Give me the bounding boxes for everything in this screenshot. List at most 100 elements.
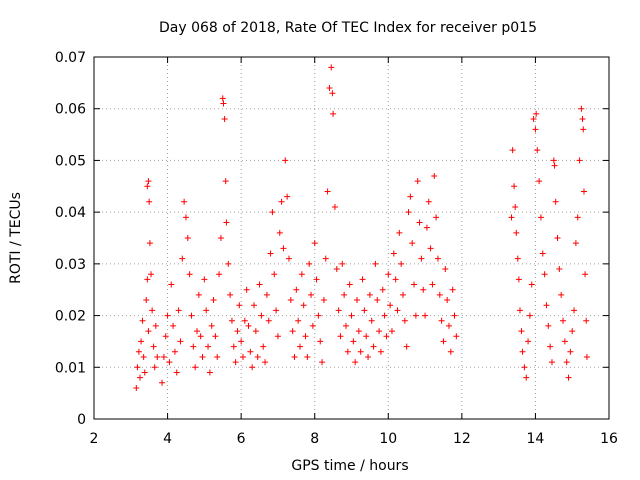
data-point (547, 343, 554, 350)
data-point (532, 126, 539, 133)
data-point (425, 198, 432, 205)
data-point (162, 333, 169, 340)
data-point (308, 291, 315, 298)
data-point (222, 178, 229, 185)
y-tick-label: 0.04 (55, 205, 86, 221)
data-point (273, 307, 280, 314)
data-point (201, 276, 208, 283)
data-point (574, 214, 581, 221)
data-point (567, 348, 574, 355)
data-point (190, 343, 197, 350)
y-axis-label: ROTI / TECUs (8, 192, 24, 284)
data-point (396, 229, 403, 236)
data-point (328, 64, 335, 71)
data-point (205, 343, 212, 350)
data-point (179, 255, 186, 262)
data-point (337, 333, 344, 340)
data-point (401, 317, 408, 324)
data-point (344, 348, 351, 355)
data-point (291, 353, 298, 360)
data-point (203, 307, 210, 314)
data-point (398, 260, 405, 267)
data-point (355, 328, 362, 335)
data-point (352, 359, 359, 366)
data-point (403, 343, 410, 350)
data-point (551, 162, 558, 169)
data-point (407, 193, 414, 200)
data-point (260, 343, 267, 350)
data-point (298, 271, 305, 278)
data-point (433, 214, 440, 221)
data-point (385, 271, 392, 278)
data-point (322, 255, 329, 262)
data-point (565, 374, 572, 381)
data-point (188, 312, 195, 319)
data-point (536, 178, 543, 185)
x-tick-label: 10 (379, 431, 397, 447)
x-tick-label: 6 (237, 431, 246, 447)
data-point (267, 250, 274, 257)
data-point (329, 90, 336, 97)
data-points (133, 64, 590, 391)
data-point (558, 291, 565, 298)
data-point (212, 333, 219, 340)
data-point (186, 271, 193, 278)
data-point (159, 379, 166, 386)
data-point (238, 338, 245, 345)
data-point (168, 281, 175, 288)
data-point (249, 364, 256, 371)
data-point (537, 214, 544, 221)
y-tick-label: 0 (77, 412, 86, 428)
data-point (243, 286, 250, 293)
data-point (339, 260, 346, 267)
data-point (278, 198, 285, 205)
data-point (366, 291, 373, 298)
data-point (368, 317, 375, 324)
data-point (265, 317, 272, 324)
data-point (370, 343, 377, 350)
y-tick-label: 0.02 (55, 309, 86, 325)
data-point (251, 302, 258, 309)
data-point (511, 183, 518, 190)
data-point (295, 317, 302, 324)
y-tick-label: 0.01 (55, 360, 86, 376)
data-point (197, 333, 204, 340)
data-point (245, 322, 252, 329)
data-point (539, 250, 546, 257)
data-point (363, 333, 370, 340)
data-point (136, 374, 143, 381)
data-point (256, 281, 263, 288)
data-point (138, 338, 145, 345)
data-point (232, 359, 239, 366)
x-tick-label: 12 (453, 431, 471, 447)
data-point (543, 302, 550, 309)
data-point (192, 364, 199, 371)
data-point (166, 359, 173, 366)
data-point (173, 369, 180, 376)
data-point (533, 110, 540, 117)
data-point (219, 95, 226, 102)
data-point (320, 297, 327, 304)
data-point (361, 307, 368, 314)
data-point (160, 353, 167, 360)
data-point (144, 183, 151, 190)
data-point (276, 229, 283, 236)
data-point (195, 291, 202, 298)
data-point (578, 105, 585, 112)
data-point (145, 178, 152, 185)
y-tick-label: 0.05 (55, 153, 86, 169)
data-point (365, 353, 372, 360)
data-point (225, 260, 232, 267)
data-point (254, 353, 261, 360)
data-point (381, 312, 388, 319)
data-point (177, 338, 184, 345)
data-point (431, 172, 438, 179)
data-point (582, 271, 589, 278)
data-point (333, 266, 340, 273)
data-point (280, 245, 287, 252)
data-point (379, 286, 386, 293)
data-point (263, 291, 270, 298)
data-point (262, 359, 269, 366)
data-point (372, 260, 379, 267)
